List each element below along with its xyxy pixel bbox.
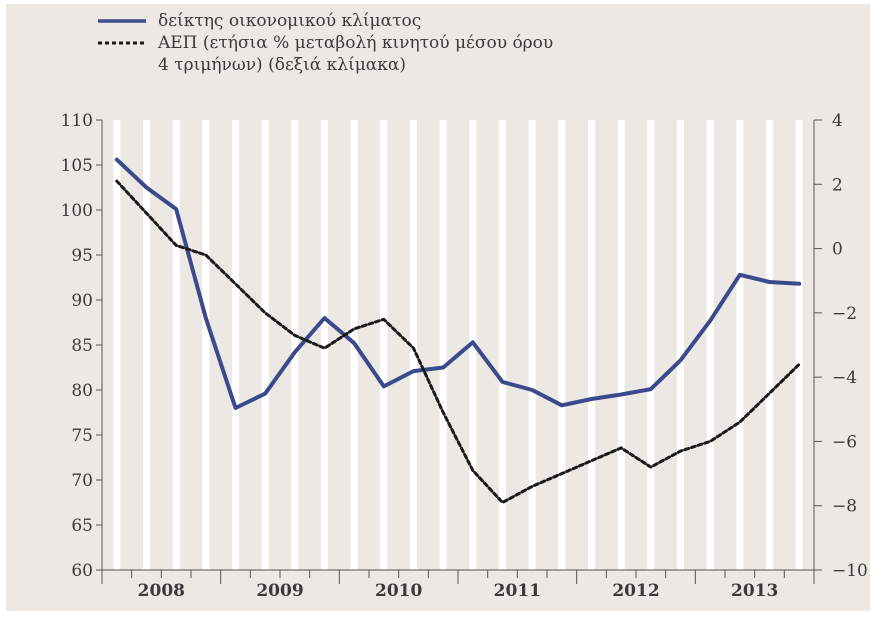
economic-sentiment-chart: 60 65 70 75 80 85 90 95 100 105 110 −10 −8 −6 −4 −2 0 2 4 2… [61,11,868,601]
grid-band [291,120,299,570]
plot-background [102,120,814,570]
left-tick-label: 65 [71,516,93,536]
x-year-label: 2008 [138,581,185,601]
legend-label: ΑΕΠ (ετήσια % μεταβολή κινητού μέσου όρο… [157,33,553,53]
vertical-bands [102,120,814,570]
right-tick-label: −2 [832,304,857,324]
x-year-label: 2009 [256,581,303,601]
right-tick-label: −4 [832,368,857,388]
grid-band [172,120,180,570]
grid-band [499,120,506,570]
series-lines [114,157,802,504]
sentiment-solid-line [114,157,802,410]
axes [96,119,822,584]
grid-band [528,120,536,570]
left-tick-label: 100 [61,201,93,221]
grid-band [588,120,595,570]
grid-band [113,120,121,570]
x-year-label: 2011 [494,581,541,601]
grid-band [202,120,210,570]
grid-band [795,120,803,570]
left-tick-label: 110 [61,111,93,131]
right-tick-label: −8 [832,497,857,517]
grid-band [439,120,447,570]
gdp-dashed-line [115,179,801,504]
left-tick-label: 70 [71,471,93,491]
grid-band [410,120,417,570]
grid-band [647,120,655,570]
legend-label: δείκτης οικονομικού κλίματος [158,11,421,31]
right-tick-label: −6 [832,432,857,452]
tick-labels: 60 65 70 75 80 85 90 95 100 105 110 −10 −8 −6 −4 −2 0 2 4 2… [61,111,868,601]
right-tick-label: 0 [832,240,843,260]
legend-label: 4 τριμήνων) (δεξιά κλίμακα) [158,55,406,75]
chart-panel: 60 65 70 75 80 85 90 95 100 105 110 −10 −8 −6 −4 −2 0 2 4 2… [6,4,870,611]
grid-band [558,120,566,570]
grid-band [232,120,239,570]
grid-band [677,120,684,570]
grid-band [706,120,714,570]
left-tick-label: 80 [71,381,93,401]
left-tick-label: 95 [71,246,93,266]
grid-band [617,120,625,570]
grid-band [766,120,773,570]
grid-band [143,120,150,570]
x-year-label: 2010 [375,581,422,601]
grid-band [380,120,388,570]
right-tick-label: 4 [832,111,843,131]
grid-band [321,120,328,570]
left-tick-label: 85 [71,336,93,356]
left-tick-label: 90 [71,291,93,311]
grid-band [736,120,744,570]
left-tick-label: 105 [61,156,93,176]
x-year-label: 2012 [612,581,659,601]
x-year-label: 2013 [731,581,778,601]
right-tick-label: 2 [832,175,843,195]
left-tick-label: 60 [71,561,93,581]
right-tick-label: −10 [832,561,868,581]
grid-band [261,120,269,570]
left-tick-label: 75 [71,426,93,446]
